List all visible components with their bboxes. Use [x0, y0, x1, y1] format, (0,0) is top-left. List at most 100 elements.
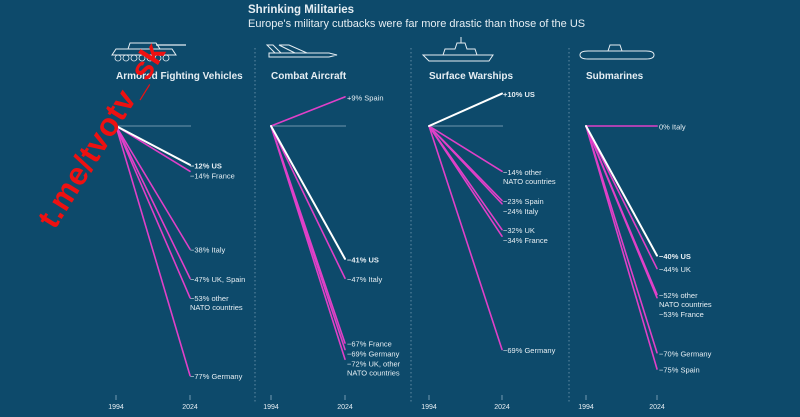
- series-label-line: −40% US: [659, 252, 691, 261]
- jet-fuselage: [268, 52, 338, 58]
- series-line: [115, 125, 191, 377]
- ship-hull: [421, 54, 494, 62]
- tank-wheel: [114, 54, 122, 62]
- series-label: −44% UK: [659, 265, 691, 274]
- jet-tail: [265, 44, 282, 54]
- series-label: −67% France: [347, 340, 392, 349]
- series-label-line: −32% UK: [503, 226, 535, 235]
- series-label-line: −41% US: [347, 255, 379, 264]
- series-label-line: −67% France: [347, 340, 392, 349]
- tank-wheel: [138, 54, 146, 62]
- series-line: [428, 125, 503, 237]
- series-line: [585, 125, 658, 299]
- series-label: −23% Spain: [503, 197, 544, 206]
- series-line: [115, 125, 191, 250]
- series-label: −53% other NATO countries: [190, 294, 243, 312]
- series-label-line: −47% UK, Spain: [190, 275, 245, 284]
- x-tick-label: 1994: [263, 404, 279, 411]
- series-label: +10% US: [503, 90, 535, 99]
- series-label-line: −75% Spain: [659, 366, 700, 375]
- series-label-line: −53% other: [190, 294, 229, 303]
- tank-turret: [127, 42, 161, 50]
- series-label-line: −44% UK: [659, 265, 691, 274]
- series-line: [585, 125, 658, 370]
- series-line: [428, 125, 503, 351]
- series-line: [270, 96, 346, 127]
- sub-tower: [607, 44, 623, 52]
- series-label: −69% Germany: [347, 350, 400, 359]
- tank-wheel: [154, 54, 162, 62]
- series-line: [115, 125, 191, 166]
- series-label-line: −14% France: [190, 171, 235, 180]
- series-line: [428, 125, 503, 173]
- chart-subtitle: Europe's military cutbacks were far more…: [248, 18, 586, 30]
- series-label-line: −14% other: [503, 168, 542, 177]
- warship-icon: [421, 37, 494, 62]
- series-label-line: −53% France: [659, 310, 704, 319]
- x-tick-label: 2024: [337, 404, 353, 411]
- series-label-line: −12% US: [190, 161, 222, 170]
- series-label: −12% US: [190, 161, 222, 170]
- series-label-line: −72% UK, other: [347, 360, 401, 369]
- series-line: [428, 125, 503, 205]
- tank-icon: [111, 42, 186, 62]
- tank-wheel: [122, 54, 130, 62]
- series-label-line: −34% France: [503, 236, 548, 245]
- series-label: −41% US: [347, 255, 379, 264]
- series-label: −47% UK, Spain: [190, 275, 245, 284]
- series-label: −72% UK, other NATO countries: [347, 360, 401, 378]
- series-label-line: +9% Spain: [347, 93, 384, 102]
- series-label-line: +10% US: [503, 90, 535, 99]
- series-label-line: NATO countries: [503, 177, 556, 186]
- jet-icon: [265, 44, 338, 58]
- series-label: +9% Spain: [347, 93, 384, 102]
- chart-header: Shrinking Militaries Europe's military c…: [248, 3, 585, 31]
- series-label: −47% Italy: [347, 275, 382, 284]
- series-label-line: −23% Spain: [503, 197, 544, 206]
- panel-title: Submarines: [586, 71, 644, 82]
- series-label: −52% other NATO countries: [659, 291, 712, 309]
- series-label: −34% France: [503, 236, 548, 245]
- series-label-line: NATO countries: [347, 369, 400, 378]
- series-label: −75% Spain: [659, 366, 700, 375]
- series-label-line: −47% Italy: [347, 275, 382, 284]
- series-label: 0% Italy: [659, 123, 686, 132]
- x-tick-label: 2024: [649, 404, 665, 411]
- series-label-line: −77% Germany: [190, 372, 243, 381]
- series-label: −38% Italy: [190, 246, 225, 255]
- series-label: −53% France: [659, 310, 704, 319]
- panel-title: Surface Warships: [429, 71, 514, 82]
- tank-wheel: [146, 54, 154, 62]
- series-label-line: −24% Italy: [503, 207, 538, 216]
- series-label-line: NATO countries: [659, 300, 712, 309]
- series-line: [585, 125, 658, 257]
- series-label-line: −70% Germany: [659, 349, 712, 358]
- series-label: −40% US: [659, 252, 691, 261]
- tank-wheel: [162, 54, 170, 62]
- series-line: [270, 125, 346, 280]
- series-label-line: −69% Germany: [503, 346, 556, 355]
- series-line: [270, 125, 346, 260]
- panel-3: Surface Warships +10% US −14% other NATO co…: [421, 37, 556, 411]
- series-label: −14% other NATO countries: [503, 168, 556, 186]
- jet-wing: [278, 44, 308, 54]
- x-tick-label: 1994: [578, 404, 594, 411]
- series-label: −14% France: [190, 171, 235, 180]
- series-label-line: −52% other: [659, 291, 698, 300]
- tank-wheel: [130, 54, 138, 62]
- series-line: [270, 125, 346, 361]
- series-line: [585, 125, 658, 270]
- series-label-line: NATO countries: [190, 303, 243, 312]
- series-label: −24% Italy: [503, 207, 538, 216]
- x-tick-label: 1994: [421, 404, 437, 411]
- panel-4: Submarines 0% Italy −40% US −44% UK −52% oth…: [578, 44, 712, 411]
- x-tick-label: 2024: [182, 404, 198, 411]
- series-label-line: 0% Italy: [659, 123, 686, 132]
- series-line: [115, 125, 191, 299]
- x-tick-label: 1994: [108, 404, 124, 411]
- submarine-icon: [579, 44, 655, 60]
- series-label: −70% Germany: [659, 349, 712, 358]
- series-line: [428, 92, 503, 127]
- series-label-line: −38% Italy: [190, 246, 225, 255]
